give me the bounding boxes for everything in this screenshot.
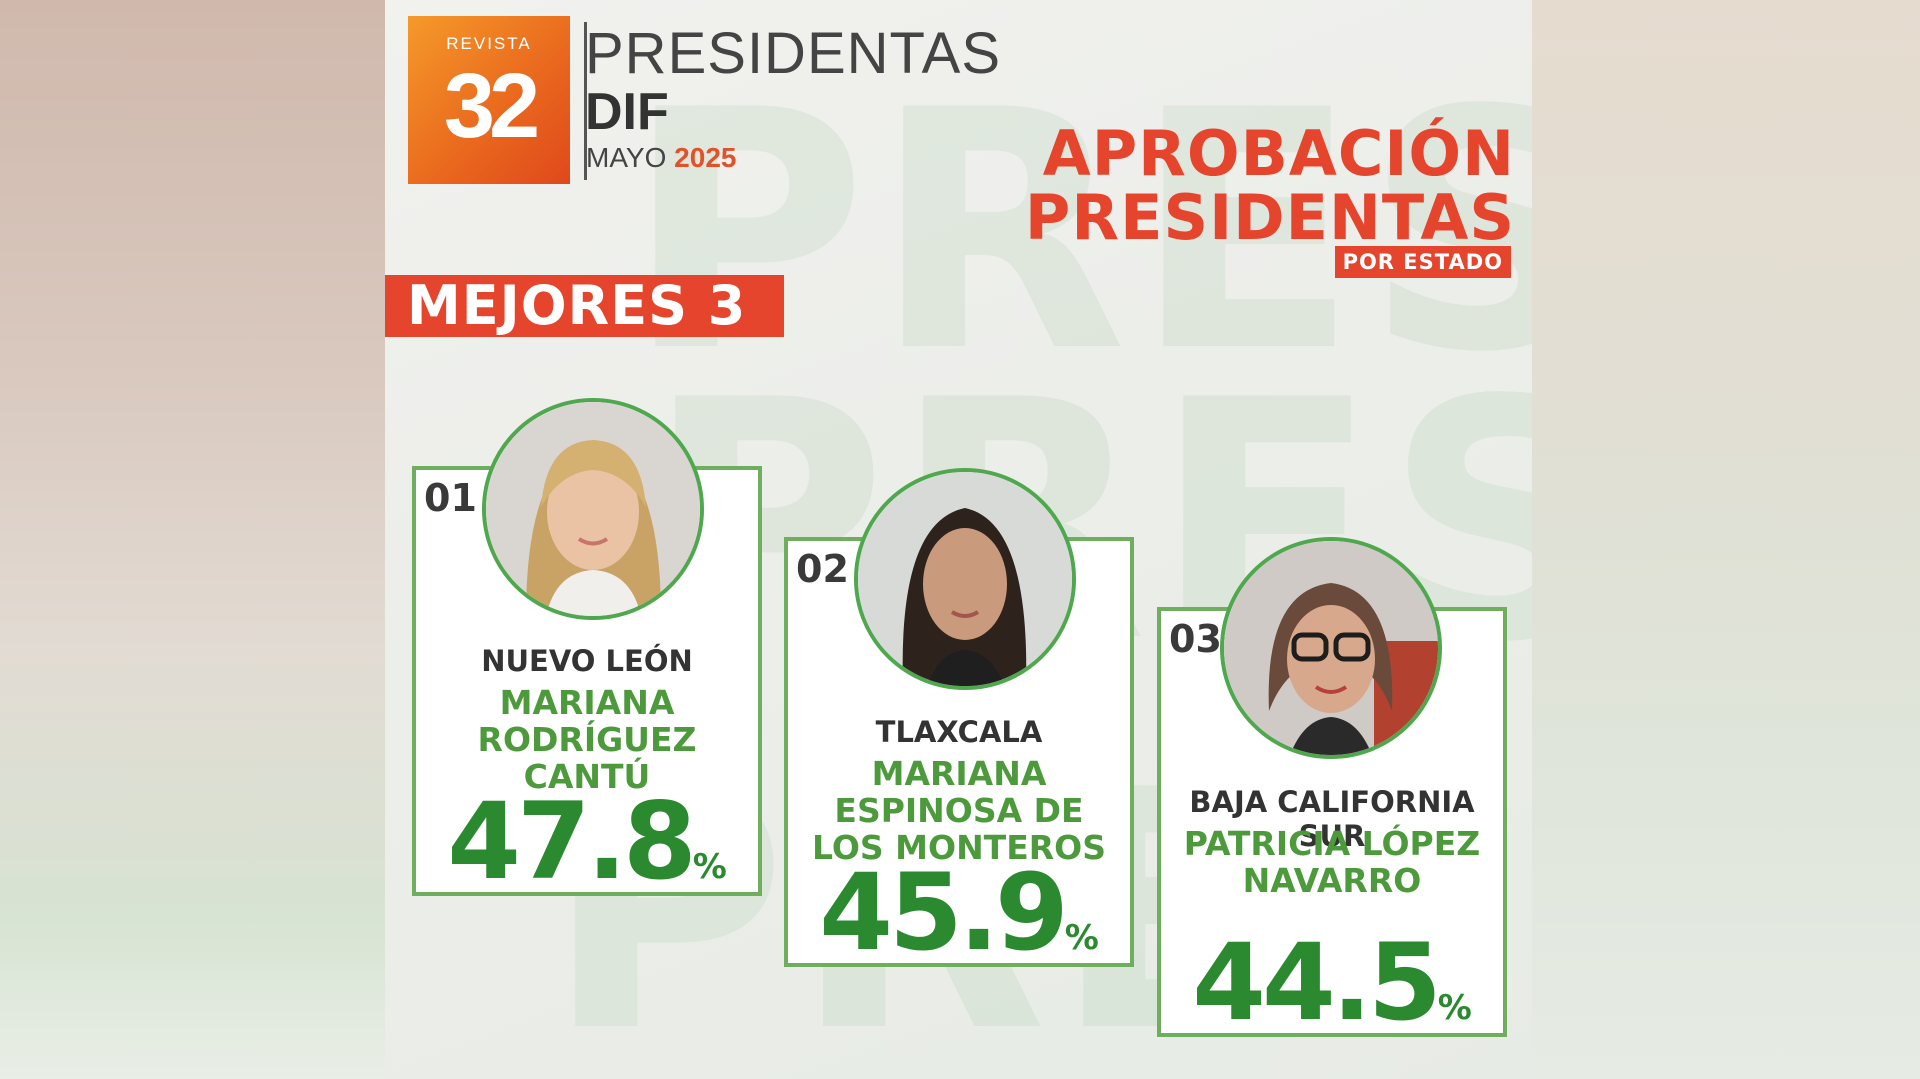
headline: APROBACIÓN PRESIDENTAS POR ESTADO [1024, 117, 1515, 278]
logo-number: 32 [443, 55, 540, 157]
person-name-line-1: MARIANA RODRÍGUEZ [477, 683, 697, 759]
poster: PRESIDENTAS PRESIDENTAS PRESIDENTAS REVI… [385, 0, 1532, 1079]
rank-number: 02 [796, 547, 849, 591]
approval-percentage: 45.9% [788, 851, 1130, 974]
background-watermark: PRESIDENTAS [625, 40, 1532, 424]
approval-percentage: 47.8% [416, 780, 758, 903]
person-name-line-2: NAVARRO [1242, 861, 1422, 900]
person-name-line-2: CANTÚ [523, 757, 651, 796]
brand-title: PRESIDENTAS [585, 21, 1002, 86]
portrait-photo-3 [1220, 537, 1442, 759]
headline-line-2: PRESIDENTAS [1024, 181, 1515, 254]
edition-month: MAYO [586, 142, 667, 173]
logo-divider [584, 22, 587, 180]
percent-sign: % [1064, 918, 1099, 958]
edition-date: MAYO 2025 [586, 142, 736, 174]
edition-year: 2025 [674, 142, 737, 173]
person-name-line-1: PATRICIA LÓPEZ [1183, 824, 1481, 863]
person-name: PATRICIA LÓPEZ NAVARRO [1171, 825, 1493, 899]
person-name-line-2: LOS MONTEROS [812, 828, 1106, 867]
right-backdrop [1532, 0, 1920, 1079]
rank-number: 01 [424, 476, 477, 520]
percent-sign: % [1437, 988, 1472, 1028]
person-name: MARIANA RODRÍGUEZ CANTÚ [426, 684, 748, 795]
percent-sign: % [692, 847, 727, 887]
state-name: TLAXCALA [875, 715, 1043, 749]
approval-value: 47.8 [447, 780, 697, 903]
rank-number: 03 [1169, 617, 1222, 661]
headline-line-1: APROBACIÓN [1042, 117, 1515, 190]
portrait-photo-1 [482, 398, 704, 620]
left-backdrop [0, 0, 385, 1079]
portrait-photo-2 [854, 468, 1076, 690]
headline-tag: POR ESTADO [1334, 246, 1511, 278]
revista-32-logo: REVISTA 32 [408, 16, 570, 184]
state-name: BAJA CALIFORNIA SUR [1189, 785, 1475, 853]
approval-value: 45.9 [819, 851, 1069, 974]
section-label: MEJORES 3 [385, 275, 784, 337]
approval-value: 44.5 [1192, 921, 1442, 1044]
ranking-card-2: 02 TLAXCALA MARIANA ESPINOSA DE LOS MONT… [784, 537, 1134, 974]
logo-revista-text: REVISTA [446, 34, 532, 53]
person-name: MARIANA ESPINOSA DE LOS MONTEROS [798, 755, 1120, 866]
approval-percentage: 44.5% [1161, 921, 1503, 1044]
person-name-line-1: MARIANA ESPINOSA DE [834, 754, 1084, 830]
brand-subtitle: DIF [585, 83, 669, 141]
state-name: NUEVO LEÓN [481, 644, 693, 678]
